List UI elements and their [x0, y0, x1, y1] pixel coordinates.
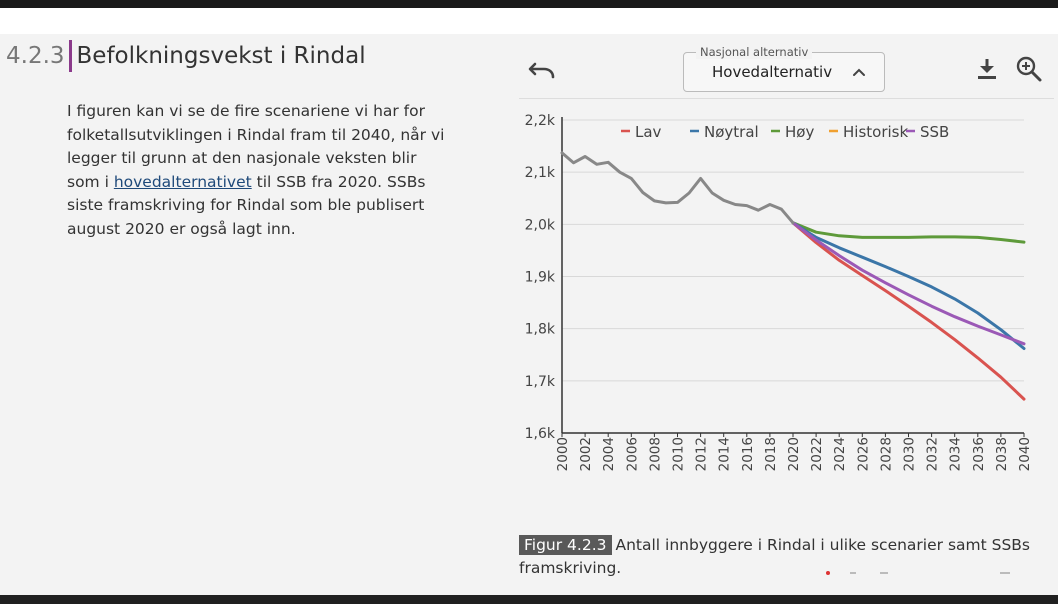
x-tick-label: 2014: [717, 437, 733, 471]
x-tick-label: 2022: [809, 437, 825, 471]
x-tick-label: 2004: [601, 437, 617, 471]
window-bottom-border: [0, 595, 1058, 604]
x-tick-label: 2028: [878, 437, 894, 471]
x-tick-label: 2030: [902, 437, 918, 471]
x-tick-label: 2008: [647, 437, 663, 471]
series-line-historisk: [560, 151, 795, 225]
x-tick-label: 2016: [740, 437, 756, 471]
download-icon: [978, 59, 996, 79]
x-tick-label: 2024: [832, 437, 848, 471]
download-button[interactable]: [974, 56, 1000, 82]
window-top-border: [0, 0, 1058, 8]
legend-label-nøytral[interactable]: Nøytral: [704, 123, 759, 141]
zoom-button[interactable]: [1015, 55, 1043, 83]
chart-panel: Nasjonal alternativ Hovedalternativ: [519, 38, 1054, 583]
x-tick-label: 2026: [855, 437, 871, 471]
x-tick-label: 2034: [948, 437, 964, 471]
y-tick-label: 1,7k: [525, 374, 556, 390]
series-line-ssb: [791, 221, 1026, 346]
paragraph-text-end: til SSB fra 2020. SSBs siste framskrivin…: [67, 172, 426, 238]
section-paragraph: I figuren kan vi se de fire scenariene v…: [67, 100, 447, 241]
y-tick-label: 1,8k: [525, 322, 556, 338]
y-tick-label: 2,2k: [525, 113, 556, 129]
series-line-høy: [791, 221, 1026, 244]
y-tick-label: 1,6k: [525, 426, 556, 442]
y-tick-label: 1,9k: [525, 270, 556, 286]
legend-label-lav[interactable]: Lav: [635, 123, 662, 141]
x-tick-label: 2006: [624, 437, 640, 471]
x-tick-label: 2018: [763, 437, 779, 471]
paragraph-text-start: I figuren kan vi se de fire scenariene v…: [67, 102, 445, 191]
x-tick-label: 2000: [555, 437, 571, 471]
undo-button[interactable]: [527, 56, 557, 82]
nasjonal-alternativ-select[interactable]: Nasjonal alternativ Hovedalternativ: [683, 45, 885, 92]
section-title: Befolkningsvekst i Rindal: [76, 43, 366, 69]
hovedalternativet-link[interactable]: hovedalternativet: [113, 172, 252, 191]
select-label: Nasjonal alternativ: [696, 45, 813, 59]
x-tick-label: 2036: [971, 437, 987, 471]
legend-label-ssb[interactable]: SSB: [920, 123, 949, 141]
chart-toolbar: Nasjonal alternativ Hovedalternativ: [519, 38, 1054, 99]
section-heading: 4.2.3 Befolkningsvekst i Rindal: [6, 40, 366, 72]
series-line-nøytral: [791, 221, 1026, 350]
x-tick-label: 2002: [578, 437, 594, 471]
y-tick-label: 2,0k: [525, 217, 556, 233]
y-tick-label: 2,1k: [525, 165, 556, 181]
figure-caption: Figur 4.2.3 Antall innbyggere i Rindal i …: [519, 534, 1049, 580]
x-tick-label: 2010: [671, 437, 687, 471]
x-tick-label: 2012: [694, 437, 710, 471]
figure-label: Figur 4.2.3: [519, 535, 612, 555]
section-number: 4.2.3: [6, 43, 65, 69]
caption-text: Antall innbyggere i Rindal i ulike scena…: [519, 536, 1031, 577]
zoom-in-icon: [1016, 56, 1042, 82]
chevron-up-icon: [853, 68, 865, 76]
legend-label-historisk[interactable]: Historisk: [843, 123, 908, 141]
x-tick-label: 2038: [994, 437, 1010, 471]
x-tick-label: 2032: [925, 437, 941, 471]
series-line-lav: [791, 221, 1026, 401]
report-page: 4.2.3 Befolkningsvekst i Rindal I figure…: [0, 8, 1058, 595]
select-value: Hovedalternativ: [712, 63, 833, 81]
x-tick-label: 2020: [786, 437, 802, 471]
decorative-marks: [826, 571, 1010, 575]
section-divider: [68, 40, 72, 72]
undo-icon: [528, 62, 555, 79]
population-chart: Lav Nøytral Høy Historisk SSB 1,6k 1,7k 1,8k 1,9…: [525, 113, 1033, 471]
x-tick-label: 2040: [1017, 437, 1033, 471]
legend-label-høy[interactable]: Høy: [785, 123, 814, 141]
header-band: [0, 8, 1058, 34]
